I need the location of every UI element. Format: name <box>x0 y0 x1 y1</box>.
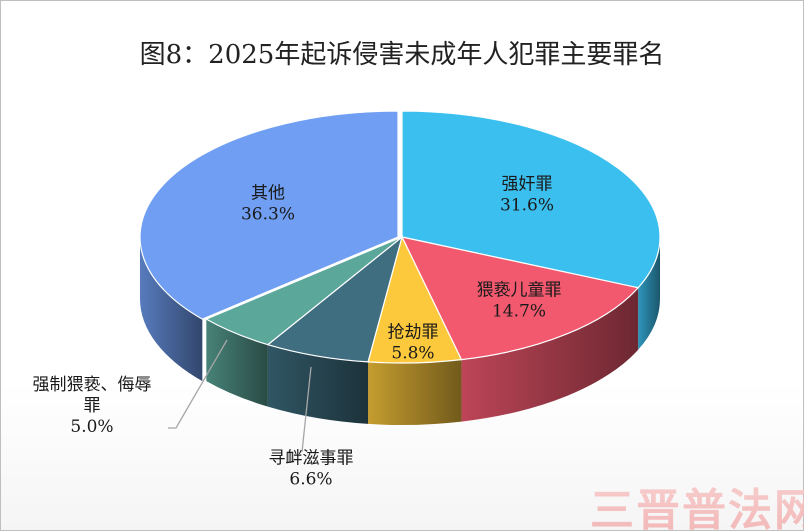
pie-slice-4 <box>204 236 403 346</box>
data-label-4-line-1: 罪 <box>84 396 101 416</box>
data-label-3-line-1: 6.6% <box>289 470 332 490</box>
data-label-1-line-0: 猥亵儿童罪 <box>477 281 562 301</box>
leader-line-3 <box>301 366 312 453</box>
pie-layer <box>139 110 661 426</box>
pie-side-slice-2 <box>368 359 462 426</box>
data-label-3: 寻衅滋事罪 6.6% <box>269 449 354 490</box>
label-layer: 强奸罪 31.6% 猥亵儿童罪 14.7% 抢劫罪 5.8% 寻衅滋事罪 6.6% 强制猥亵、侮… <box>33 175 562 490</box>
data-label-1: 猥亵儿童罪 14.7% <box>477 281 562 322</box>
data-label-3-line-0: 寻衅滋事罪 <box>269 449 354 469</box>
data-label-2-line-0: 抢劫罪 <box>388 323 439 343</box>
data-label-1-line-1: 14.7% <box>492 302 546 322</box>
leader-line-4 <box>168 339 228 429</box>
pie-side-slice-4 <box>206 319 268 407</box>
data-label-2: 抢劫罪 5.8% <box>388 323 439 364</box>
pie-side-slice-5 <box>140 237 203 382</box>
watermark-logo: 三晋普法网 <box>590 485 804 531</box>
pie-slice-5 <box>139 110 399 320</box>
data-label-0-line-1: 31.6% <box>500 196 554 216</box>
pie-side-slice-3 <box>267 344 369 424</box>
pie-side-slice-0 <box>638 237 660 350</box>
pie-slice-0 <box>401 110 661 289</box>
data-label-5-line-1: 36.3% <box>241 205 295 225</box>
data-label-4-line-2: 5.0% <box>70 417 113 437</box>
data-label-0-line-0: 强奸罪 <box>502 175 553 195</box>
chart-title: 图8：2025年起诉侵害未成年人犯罪主要罪名 <box>140 40 665 70</box>
data-label-4: 强制猥亵、侮辱罪 5.0% <box>33 375 152 437</box>
data-label-4-line-0: 强制猥亵、侮辱 <box>33 375 152 395</box>
pie-slice-1 <box>400 236 640 361</box>
data-label-5-line-0: 其他 <box>251 184 285 204</box>
data-label-5: 其他 36.3% <box>241 184 295 225</box>
data-label-0: 强奸罪 31.6% <box>500 175 554 216</box>
data-label-2-line-1: 5.8% <box>391 344 434 364</box>
